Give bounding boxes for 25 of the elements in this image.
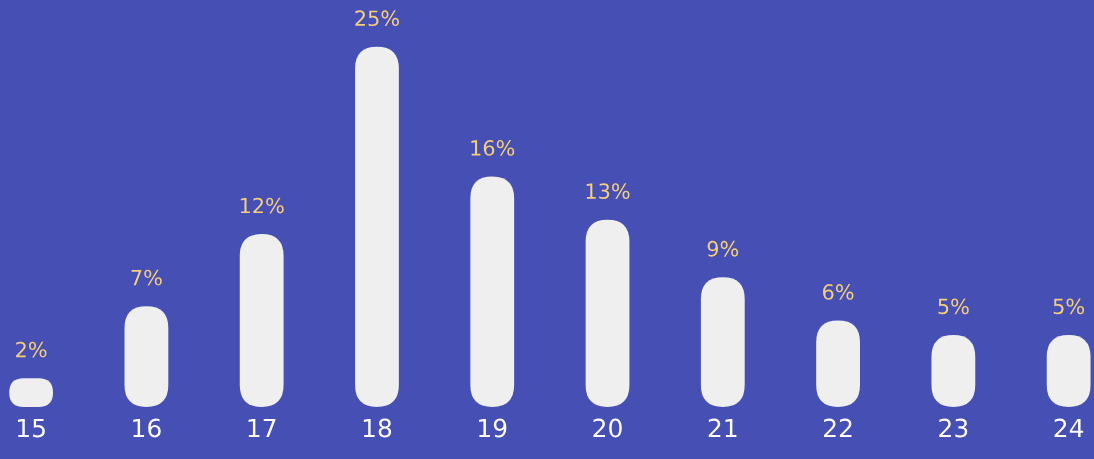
x-tick-label: 20 xyxy=(593,418,622,438)
x-tick-label: 24 xyxy=(1054,418,1084,438)
data-label: 13% xyxy=(586,183,630,199)
x-tick-label: 23 xyxy=(939,418,968,438)
data-label: 7% xyxy=(131,269,162,286)
bar xyxy=(700,277,745,407)
data-label: 6% xyxy=(823,284,854,300)
data-label: 12% xyxy=(240,197,284,214)
x-tick-label: 19 xyxy=(479,418,507,438)
data-label: 9% xyxy=(707,240,739,257)
x-tick-label: 22 xyxy=(824,418,852,438)
data-label: 16% xyxy=(471,140,515,156)
data-label: 25% xyxy=(355,10,399,27)
bar xyxy=(239,234,284,407)
x-tick-label: 17 xyxy=(248,418,276,438)
x-tick-label: 15 xyxy=(17,418,45,438)
data-label: 2% xyxy=(16,341,47,358)
data-label: 5% xyxy=(1053,298,1085,315)
data-label: 5% xyxy=(938,298,969,315)
x-tick-label: 18 xyxy=(363,418,392,438)
bar xyxy=(470,176,515,407)
x-tick-label: 16 xyxy=(133,418,161,438)
x-tick-label: 21 xyxy=(708,418,737,438)
bar xyxy=(585,219,630,407)
bar xyxy=(355,46,399,407)
